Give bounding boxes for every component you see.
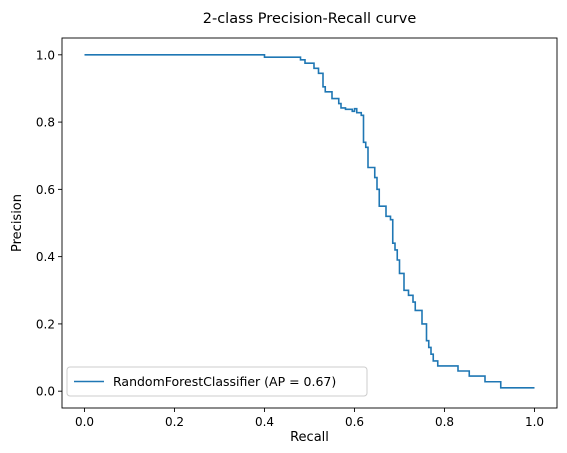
- plot-frame: [61, 37, 558, 409]
- y-tick-label: 0.4: [36, 250, 55, 264]
- x-tick-label: 0.8: [435, 415, 454, 429]
- y-tick-label: 0.0: [36, 385, 55, 399]
- x-tick-label: 0.4: [255, 415, 274, 429]
- x-tick-label: 0.2: [165, 415, 184, 429]
- x-tick-label: 0.0: [75, 415, 94, 429]
- x-tick-label: 0.6: [345, 415, 364, 429]
- y-tick-label: 0.8: [36, 116, 55, 130]
- legend: RandomForestClassifier (AP = 0.67): [66, 366, 368, 397]
- y-tick-label: 1.0: [36, 48, 55, 62]
- y-tick-label: 0.2: [36, 317, 55, 331]
- series-line-0: [84, 54, 535, 389]
- y-axis-label: Precision: [10, 194, 25, 252]
- y-tick-label: 0.6: [36, 183, 55, 197]
- legend-entry-label: RandomForestClassifier (AP = 0.67): [113, 374, 336, 389]
- x-axis-label: Recall: [290, 430, 329, 445]
- plot-area: 0.0 0.2 0.4 0.6 0.8 1.0 0.0 0.2 0.4 0.6 0.8 1.0: [36, 37, 558, 429]
- chart-title: 2-class Precision-Recall curve: [203, 11, 417, 27]
- legend-box: [66, 366, 368, 397]
- x-tick-label: 1.0: [525, 415, 544, 429]
